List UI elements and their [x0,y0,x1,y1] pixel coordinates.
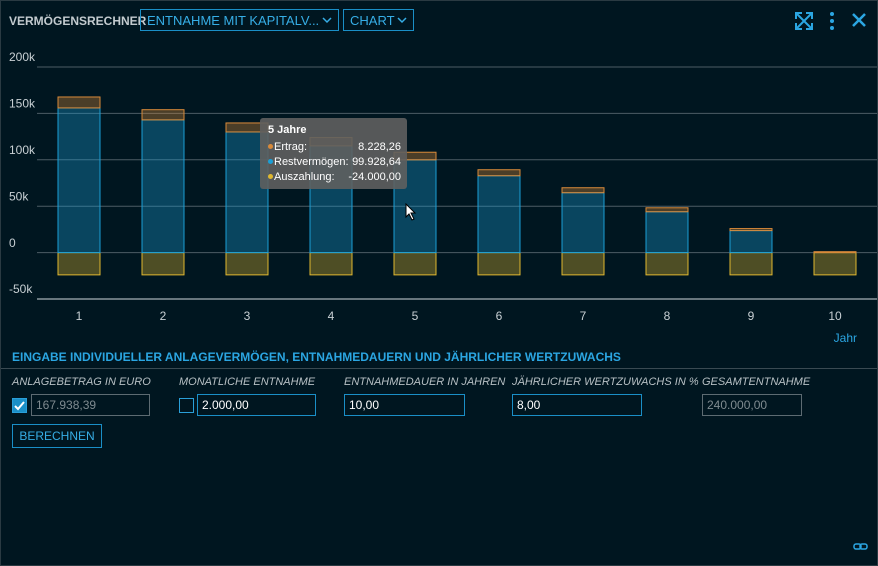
tooltip-value: -24.000,00 [348,171,401,183]
checkbox[interactable] [179,398,194,413]
bar-segment [814,253,856,275]
y-tick-label: 50k [9,189,29,203]
bar-segment [646,212,688,253]
field-label: GESAMTENTNAHME [702,376,810,388]
bar-segment [562,193,604,253]
bar-segment [226,253,268,275]
bar-segment [478,176,520,253]
cursor [405,203,417,221]
tooltip-dot [268,144,273,149]
y-tick-label: -50k [9,282,33,296]
divider [1,368,877,369]
tooltip-row: Ertrag: 8.228,26 [268,139,401,154]
link-icon[interactable] [853,542,869,552]
bar-segment [814,252,856,253]
calculate-button[interactable]: BERECHNEN [12,424,102,448]
field-label: JÄHRLICHER WERTZUWACHS IN % [512,376,699,388]
text-input: 240.000,00 [702,394,802,416]
text-input[interactable]: 10,00 [344,394,465,416]
bar-segment [142,253,184,275]
bar-segment [478,253,520,275]
bar-segment [58,108,100,253]
tooltip-dot [268,174,273,179]
tooltip-value: 8.228,26 [358,141,401,153]
tooltip-value: 99.928,64 [352,156,401,168]
x-axis-label: Jahr [834,331,857,345]
bar-segment [310,253,352,275]
y-tick-label: 100k [9,143,36,157]
tooltip-row: Restvermögen:99.928,64 [268,154,401,169]
bar-segment [562,188,604,193]
text-input[interactable]: 2.000,00 [197,394,316,416]
bar-segment [562,253,604,275]
bar-segment [730,253,772,275]
y-tick-label: 150k [9,97,36,111]
checkbox[interactable] [12,398,27,413]
field-label: ENTNAHMEDAUER IN JAHREN [344,376,505,388]
tooltip-title: 5 Jahre [268,124,401,139]
check-mark [13,399,26,412]
bar-segment [58,97,100,108]
tooltip-label: Restvermögen: [274,156,349,168]
tooltip-dot [268,159,273,164]
bar-segment [646,208,688,212]
tooltip: 5 Jahre Ertrag:8.228,26Restvermögen:99.9… [260,118,407,189]
x-tick-label: 6 [496,309,503,323]
bar-segment [142,110,184,120]
field-label: ANLAGEBETRAG IN EURO [12,376,151,388]
bar-segment [730,229,772,231]
x-tick-label: 1 [76,309,83,323]
y-tick-label: 0 [9,236,16,250]
x-tick-label: 10 [828,309,842,323]
x-tick-label: 4 [328,309,335,323]
x-tick-label: 3 [244,309,251,323]
section-title: EINGABE INDIVIDUELLER ANLAGEVERMÖGEN, EN… [12,350,621,364]
bar-segment [478,170,520,176]
bar-segment [394,253,436,275]
text-input[interactable]: 8,00 [512,394,642,416]
bar-segment [58,253,100,275]
x-tick-label: 2 [160,309,167,323]
tooltip-label: Ertrag: [274,141,307,153]
text-input: 167.938,39 [31,394,150,416]
x-tick-label: 7 [580,309,587,323]
x-tick-label: 5 [412,309,419,323]
tooltip-row: Auszahlung: -24.000,00 [268,169,401,184]
field-label: MONATLICHE ENTNAHME [179,376,315,388]
x-tick-label: 8 [664,309,671,323]
x-tick-label: 9 [748,309,755,323]
bar-segment [646,253,688,275]
bar-segment [730,231,772,253]
chart: -50k 0 50k 100k 150k 200k 1 2 3 4 5 6 7 8 9 10 Jahr [1,1,878,351]
y-tick-label: 200k [9,50,36,64]
bar-segment [142,120,184,253]
tooltip-label: Auszahlung: [274,171,335,183]
